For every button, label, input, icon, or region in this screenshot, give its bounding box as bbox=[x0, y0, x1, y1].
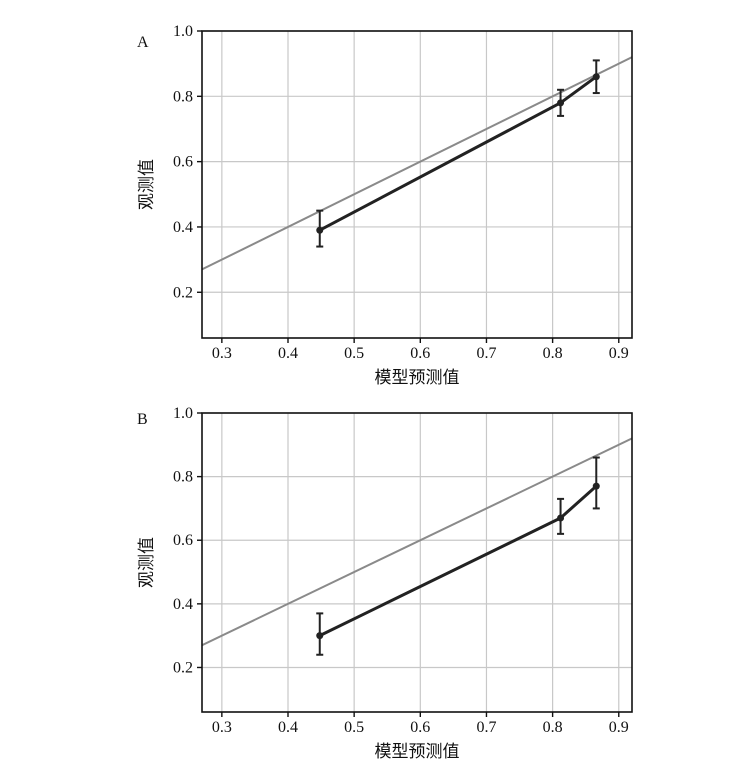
x-tick-label: 0.3 bbox=[212, 345, 232, 362]
y-tick-label: 0.4 bbox=[173, 219, 193, 236]
x-tick-label: 0.8 bbox=[543, 345, 563, 362]
data-point bbox=[316, 632, 324, 640]
x-axis-title: 模型预测值 bbox=[375, 368, 460, 388]
series-line bbox=[319, 485, 598, 638]
y-tick-label: 0.6 bbox=[173, 532, 193, 549]
x-tick-label: 0.9 bbox=[609, 345, 629, 362]
y-tick-label: 1.0 bbox=[173, 23, 193, 40]
panel-label: A bbox=[137, 34, 149, 51]
chart-panel-a: 0.3 0.4 0.5 0.6 0.7 0.8 0.9 0.2 0.4 0.6 0.8 1.0 A 模型预… bbox=[137, 23, 633, 388]
chart-panel-b: 0.3 0.4 0.5 0.6 0.7 0.8 0.9 0.2 0.4 0.6 0.8 1.0 B 模型预… bbox=[137, 405, 633, 762]
x-tick-label: 0.5 bbox=[344, 719, 364, 736]
x-tick-label: 0.9 bbox=[609, 719, 629, 736]
x-tick-label: 0.7 bbox=[476, 719, 496, 736]
plot-frame bbox=[201, 412, 633, 713]
panel-label: B bbox=[137, 411, 148, 428]
x-tick-label: 0.8 bbox=[543, 719, 563, 736]
y-axis-title: 观测值 bbox=[137, 537, 157, 588]
data-point bbox=[592, 73, 600, 81]
x-tick-label: 0.4 bbox=[278, 719, 298, 736]
data-point bbox=[592, 482, 600, 490]
y-tick-label: 0.2 bbox=[173, 659, 193, 676]
series-line bbox=[319, 75, 598, 232]
x-tick-label: 0.3 bbox=[212, 719, 232, 736]
y-tick-label: 0.6 bbox=[173, 154, 193, 171]
y-tick-label: 0.2 bbox=[173, 284, 193, 301]
y-tick-label: 0.4 bbox=[173, 596, 193, 613]
x-tick-label: 0.4 bbox=[278, 345, 298, 362]
reference-line bbox=[202, 437, 632, 647]
x-tick-label: 0.6 bbox=[410, 719, 430, 736]
y-axis-title: 观测值 bbox=[137, 159, 157, 210]
x-tick-label: 0.7 bbox=[476, 345, 496, 362]
x-tick-label: 0.6 bbox=[410, 345, 430, 362]
y-tick-label: 0.8 bbox=[173, 88, 193, 105]
data-point bbox=[557, 514, 565, 522]
reference-line bbox=[202, 56, 632, 271]
data-point bbox=[557, 99, 565, 107]
data-point bbox=[316, 226, 324, 234]
x-tick-label: 0.5 bbox=[344, 345, 364, 362]
y-tick-label: 0.8 bbox=[173, 469, 193, 486]
x-axis-title: 模型预测值 bbox=[375, 742, 460, 762]
y-tick-label: 1.0 bbox=[173, 405, 193, 422]
plot-frame bbox=[201, 30, 633, 339]
